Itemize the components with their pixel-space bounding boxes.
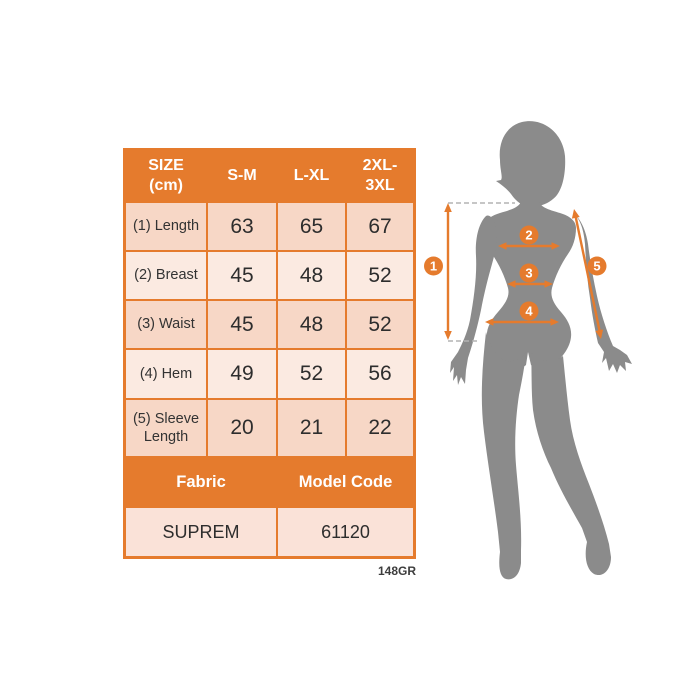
marker-circle-3: [519, 263, 539, 283]
weight-note: 148GR: [377, 564, 416, 578]
measure-arrows: [446, 209, 601, 334]
model-code-value: 61120: [278, 508, 413, 556]
fabric-value: SUPREM: [126, 508, 276, 556]
marker-number-4: 4: [525, 304, 533, 319]
silhouette-left-arm: [450, 215, 497, 385]
col-header-lxl: L-XL: [278, 151, 345, 201]
size-header-line1: SIZE: [148, 157, 184, 174]
cell-value: 52: [347, 252, 413, 299]
cell-value: 48: [278, 301, 345, 348]
cell-value: 49: [208, 350, 276, 398]
arrowhead: [550, 318, 559, 326]
cell-value: 20: [208, 400, 276, 456]
arrowhead: [444, 331, 452, 340]
cell-value: 48: [278, 252, 345, 299]
silhouette-right-leg: [531, 352, 611, 576]
row-label-breast: (2) Breast: [126, 252, 206, 299]
arrowheads: [444, 203, 604, 340]
row-label-waist: (3) Waist: [126, 301, 206, 348]
size-unit-header: SIZE (cm): [126, 151, 206, 201]
measure-markers: 1 2 3 4 5: [424, 225, 607, 321]
marker-circle-1: [424, 256, 443, 276]
silhouette-left-leg: [481, 332, 526, 580]
cell-value: 45: [208, 252, 276, 299]
row-label-length: (1) Length: [126, 203, 206, 250]
marker-number-3: 3: [525, 266, 532, 281]
body-measurement-figure: 1 2 3 4 5: [424, 121, 632, 580]
cell-value: 21: [278, 400, 345, 456]
cell-value: 45: [208, 301, 276, 348]
arrowhead: [595, 329, 604, 339]
arrowhead: [507, 280, 516, 288]
marker-number-5: 5: [593, 259, 600, 274]
arrowhead: [498, 242, 507, 250]
row-label-hem: (4) Hem: [126, 350, 206, 398]
model-code-header: Model Code: [278, 458, 413, 506]
col-header-sm: S-M: [208, 151, 276, 201]
cell-value: 65: [278, 203, 345, 250]
marker-number-1: 1: [430, 259, 437, 274]
measure-arrow-sleeve: [574, 215, 601, 332]
row-label-sleeve-length: (5) Sleeve Length: [126, 400, 206, 456]
marker-number-2: 2: [525, 228, 532, 243]
cell-value: 56: [347, 350, 413, 398]
size-table: SIZE (cm) S-M L-XL 2XL-3XL (1) Length 63…: [123, 148, 416, 559]
cell-value: 22: [347, 400, 413, 456]
female-silhouette: [450, 121, 632, 580]
marker-circle-4: [519, 301, 539, 321]
col-header-2xl3xl: 2XL-3XL: [347, 151, 413, 201]
cell-value: 52: [347, 301, 413, 348]
size-header-line2: (cm): [149, 177, 183, 194]
cell-value: 63: [208, 203, 276, 250]
marker-circle-2: [519, 225, 539, 245]
arrowhead: [571, 209, 580, 219]
arrowhead: [444, 203, 452, 212]
cell-value: 52: [278, 350, 345, 398]
arrowhead: [485, 318, 494, 326]
cell-value: 67: [347, 203, 413, 250]
silhouette-head: [496, 121, 566, 206]
reference-dashes: [448, 202, 515, 342]
silhouette-right-arm: [574, 214, 632, 373]
fabric-header: Fabric: [126, 458, 276, 506]
marker-circle-5: [587, 256, 607, 276]
arrowhead: [544, 280, 553, 288]
arrowhead: [551, 242, 560, 250]
